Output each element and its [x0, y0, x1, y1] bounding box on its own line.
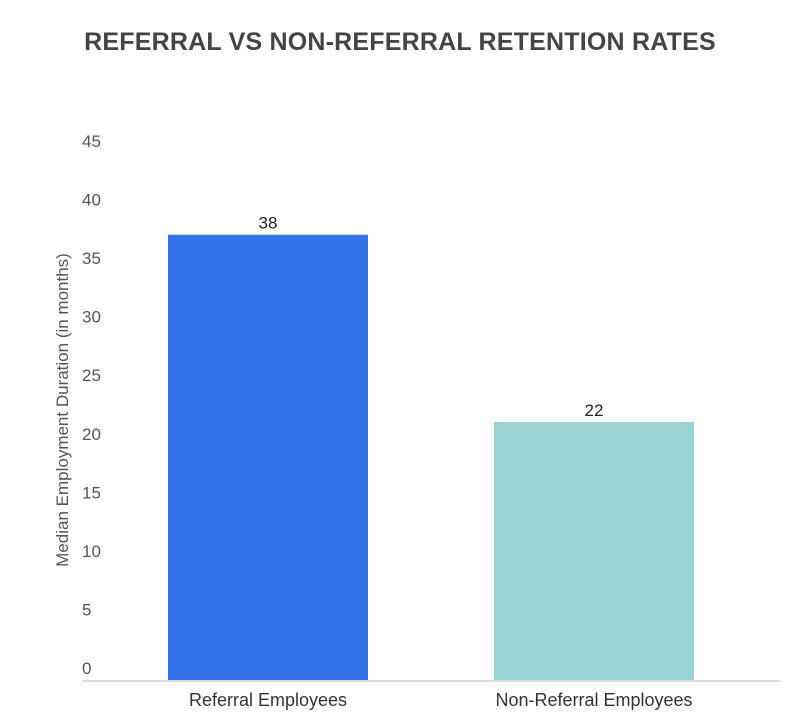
x-category-label: Referral Employees [189, 690, 347, 710]
y-axis-ticks: 0 5 10 15 20 25 30 35 40 45 [82, 132, 101, 678]
x-axis-categories: Referral Employees Non-Referral Employees [189, 690, 693, 710]
data-label: 38 [259, 214, 278, 233]
bar-2 [494, 422, 694, 680]
data-label: 22 [585, 401, 604, 420]
y-tick-label: 45 [82, 132, 101, 151]
y-axis-label: Median Employment Duration (in months) [53, 253, 72, 567]
y-tick-label: 30 [82, 308, 101, 327]
bars [168, 234, 694, 680]
chart-title: REFERRAL VS NON-REFERRAL RETENTION RATES [84, 28, 716, 56]
y-tick-label: 20 [82, 425, 101, 444]
y-tick-label: 25 [82, 366, 101, 385]
data-labels: 38 22 [259, 214, 604, 420]
y-tick-label: 10 [82, 542, 101, 561]
bar-1 [168, 234, 368, 680]
y-tick-label: 0 [82, 659, 91, 678]
y-tick-label: 35 [82, 249, 101, 268]
y-tick-label: 5 [82, 600, 91, 619]
y-tick-label: 15 [82, 483, 101, 502]
y-tick-label: 40 [82, 191, 101, 210]
x-category-label: Non-Referral Employees [495, 690, 692, 710]
